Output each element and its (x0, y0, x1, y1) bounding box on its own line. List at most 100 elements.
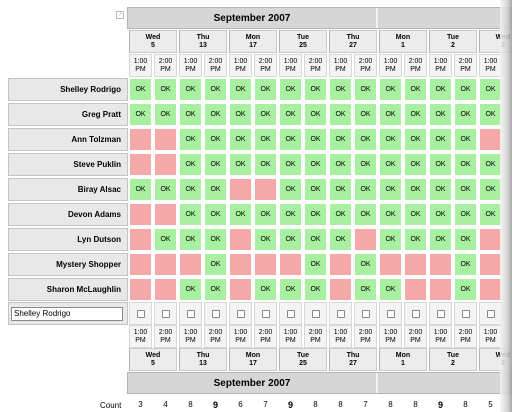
time-ampm: PM (260, 336, 271, 344)
time-slot-header: 1:00 PM (129, 325, 152, 348)
availability-unavailable-cell (229, 228, 252, 251)
slot-count: 4 (163, 400, 168, 409)
availability-ok-cell: OK (279, 128, 302, 151)
time-hour: 2:00 (358, 57, 373, 65)
slot-checkbox[interactable] (361, 309, 370, 318)
availability-unavailable-cell (479, 228, 502, 251)
day-number: 27 (349, 41, 357, 49)
slot-checkbox[interactable] (336, 309, 345, 318)
availability-ok-cell: OK (179, 278, 202, 301)
availability-ok-cell: OK (354, 203, 377, 226)
availability-ok-cell: OK (254, 78, 277, 101)
availability-ok-cell: OK (454, 228, 477, 251)
date-header: Mon 17 (229, 348, 277, 371)
time-slot-header: 1:00 PM (279, 54, 302, 77)
availability-ok-cell: OK (479, 103, 502, 126)
slot-checkbox-cell (479, 302, 502, 325)
slot-count: 8 (313, 400, 318, 409)
slot-count: 9 (212, 400, 218, 410)
time-slot-header: 1:00 PM (179, 54, 202, 77)
slot-checkbox[interactable] (486, 309, 495, 318)
availability-unavailable-cell (254, 253, 277, 276)
popout-icon[interactable]: ↗ (116, 11, 124, 19)
availability-unavailable-cell (404, 253, 427, 276)
availability-ok-cell: OK (454, 253, 477, 276)
slot-checkbox[interactable] (411, 309, 420, 318)
availability-ok-cell: OK (454, 78, 477, 101)
date-header: Wed 5 (129, 348, 177, 371)
availability-ok-cell: OK (304, 253, 327, 276)
availability-ok-cell: OK (404, 153, 427, 176)
availability-unavailable-cell (129, 153, 152, 176)
availability-unavailable-cell (429, 253, 452, 276)
slot-count: 8 (388, 400, 393, 409)
availability-ok-cell: OK (329, 128, 352, 151)
slot-checkbox-cell (304, 302, 327, 325)
availability-ok-cell: OK (279, 228, 302, 251)
slot-checkbox[interactable] (211, 309, 220, 318)
participant-name: Greg Pratt (8, 103, 128, 126)
time-ampm: PM (410, 65, 421, 73)
availability-ok-cell: OK (429, 203, 452, 226)
weekday-label: Wed (145, 33, 161, 41)
time-ampm: PM (210, 336, 221, 344)
slot-checkbox[interactable] (311, 309, 320, 318)
availability-ok-cell: OK (404, 128, 427, 151)
date-header: Mon 1 (379, 348, 427, 371)
time-ampm: PM (410, 336, 421, 344)
time-slot-header: 2:00 PM (454, 54, 477, 77)
time-slot-header: 1:00 PM (129, 54, 152, 77)
slot-checkbox[interactable] (436, 309, 445, 318)
availability-ok-cell: OK (404, 78, 427, 101)
availability-ok-cell: OK (204, 178, 227, 201)
slot-count: 7 (263, 400, 268, 409)
time-slot-header: 1:00 PM (429, 325, 452, 348)
slot-checkbox-cell (379, 302, 402, 325)
time-slot-header: 1:00 PM (229, 54, 252, 77)
time-hour: 1:00 (283, 328, 298, 336)
slot-checkbox[interactable] (236, 309, 245, 318)
availability-ok-cell: OK (454, 128, 477, 151)
time-slot-header: 1:00 PM (479, 54, 502, 77)
slot-checkbox[interactable] (461, 309, 470, 318)
slot-checkbox-cell (279, 302, 302, 325)
availability-ok-cell: OK (179, 153, 202, 176)
availability-ok-cell: OK (304, 153, 327, 176)
date-header: Mon 1 (379, 30, 427, 53)
participant-name-input[interactable] (11, 306, 123, 321)
slot-checkbox-cell (404, 302, 427, 325)
participant-name: Shelley Rodrigo (8, 78, 128, 101)
slot-count: 8 (463, 400, 468, 409)
availability-ok-cell: OK (304, 78, 327, 101)
time-hour: 1:00 (483, 57, 498, 65)
time-ampm: PM (285, 65, 296, 73)
availability-unavailable-cell (429, 278, 452, 301)
slot-checkbox[interactable] (261, 309, 270, 318)
date-header: Tue 2 (429, 348, 477, 371)
slot-checkbox[interactable] (286, 309, 295, 318)
availability-ok-cell: OK (354, 253, 377, 276)
time-slot-header: 2:00 PM (354, 325, 377, 348)
time-hour: 2:00 (158, 57, 173, 65)
availability-ok-cell: OK (254, 103, 277, 126)
availability-ok-cell: OK (179, 78, 202, 101)
availability-ok-cell: OK (129, 78, 152, 101)
time-ampm: PM (235, 65, 246, 73)
availability-ok-cell: OK (479, 178, 502, 201)
slot-checkbox-cell (354, 302, 377, 325)
availability-ok-cell: OK (279, 278, 302, 301)
availability-unavailable-cell (379, 253, 402, 276)
weekday-label: Mon (395, 351, 411, 359)
slot-checkbox[interactable] (136, 309, 145, 318)
time-ampm: PM (485, 65, 496, 73)
participant-name: Steve Puklin (8, 153, 128, 176)
slot-count: 9 (287, 400, 293, 410)
slot-checkbox[interactable] (386, 309, 395, 318)
availability-ok-cell: OK (379, 178, 402, 201)
participant-name: Ann Tolzman (8, 128, 128, 151)
time-ampm: PM (435, 336, 446, 344)
slot-checkbox[interactable] (161, 309, 170, 318)
slot-checkbox[interactable] (186, 309, 195, 318)
horizontal-scroll-shadow[interactable] (500, 0, 512, 412)
availability-ok-cell: OK (379, 153, 402, 176)
